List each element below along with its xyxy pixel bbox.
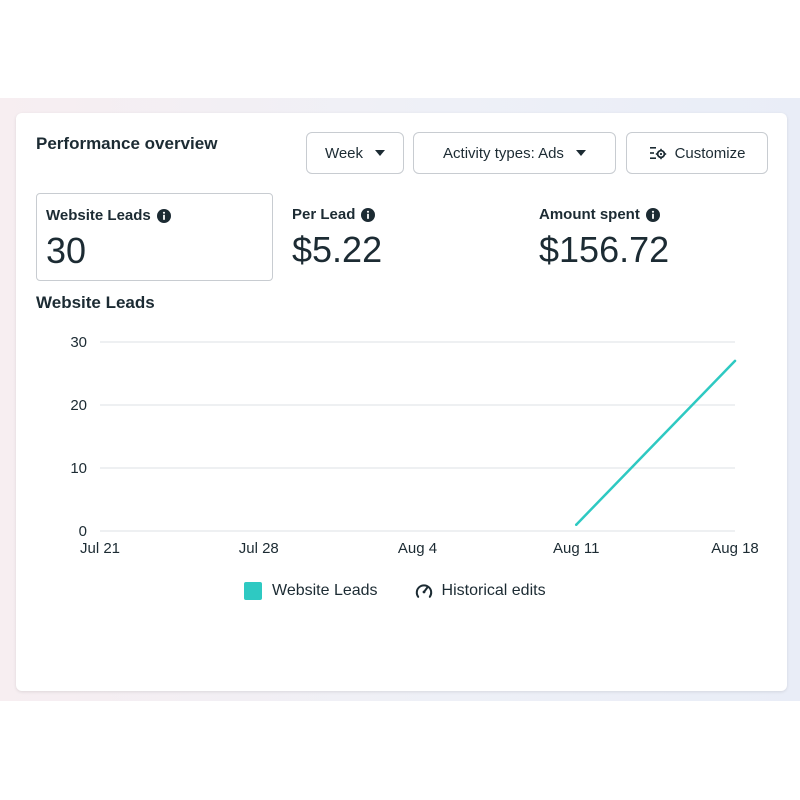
metric-label: Per Lead bbox=[292, 206, 356, 223]
y-tick-label: 20 bbox=[70, 397, 87, 414]
info-icon[interactable] bbox=[361, 207, 376, 222]
y-tick-label: 0 bbox=[79, 523, 87, 540]
metric-value: $5.22 bbox=[292, 229, 383, 270]
data-point[interactable] bbox=[733, 359, 737, 363]
customize-label: Customize bbox=[674, 144, 746, 162]
website-leads-line-chart: 0 10 20 30 Jul 21 Jul 28 Aug 4 Aug 11 Aug 18 bbox=[70, 334, 759, 557]
data-point[interactable] bbox=[575, 523, 578, 526]
legend-swatch bbox=[244, 582, 262, 600]
performance-overview-card: Performance overview Week Activity types… bbox=[16, 113, 787, 691]
metric-label: Website Leads bbox=[46, 207, 151, 224]
metric-value: 30 bbox=[46, 230, 87, 271]
card-title: Performance overview bbox=[36, 134, 218, 153]
metric-label-wrapper: Amount spent bbox=[539, 206, 660, 223]
customize-button[interactable]: Customize bbox=[626, 132, 768, 174]
historical-edits-icon bbox=[414, 581, 434, 601]
customize-settings-icon bbox=[649, 145, 667, 161]
x-tick-label: Aug 18 bbox=[711, 540, 759, 557]
caret-down-icon bbox=[375, 150, 386, 156]
chart-legend: Website Leads Historical edits bbox=[244, 579, 546, 603]
y-tick-label: 30 bbox=[70, 334, 87, 351]
series-line-website-leads[interactable] bbox=[575, 359, 737, 526]
legend-label: Historical edits bbox=[441, 582, 546, 599]
x-tick-label: Aug 4 bbox=[398, 540, 437, 557]
x-tick-label: Aug 11 bbox=[553, 540, 599, 557]
legend-item-historical-edits[interactable]: Historical edits bbox=[414, 581, 546, 601]
legend-item-website-leads[interactable]: Website Leads bbox=[244, 582, 378, 600]
caret-down-icon bbox=[575, 150, 586, 156]
y-tick-label: 10 bbox=[70, 460, 87, 477]
metric-per-lead[interactable]: Per Lead $5.22 bbox=[292, 193, 512, 281]
activity-types-label: Activity types: Ads bbox=[443, 144, 564, 162]
activity-types-dropdown[interactable]: Activity types: Ads bbox=[413, 132, 616, 174]
metric-label-wrapper: Website Leads bbox=[46, 207, 171, 224]
info-icon[interactable] bbox=[645, 207, 660, 222]
metric-label-wrapper: Per Lead bbox=[292, 206, 376, 223]
week-dropdown-label: Week bbox=[324, 144, 364, 162]
x-tick-label: Jul 21 bbox=[80, 540, 120, 557]
legend-label: Website Leads bbox=[272, 582, 378, 599]
metric-website-leads[interactable]: Website Leads 30 bbox=[36, 193, 273, 281]
metric-amount-spent[interactable]: Amount spent $156.72 bbox=[539, 193, 759, 281]
x-tick-label: Jul 28 bbox=[239, 540, 279, 557]
metric-value: $156.72 bbox=[539, 229, 670, 270]
metric-label: Amount spent bbox=[539, 206, 640, 223]
chart-title: Website Leads bbox=[36, 293, 155, 312]
info-icon[interactable] bbox=[156, 208, 171, 223]
week-dropdown[interactable]: Week bbox=[306, 132, 404, 174]
